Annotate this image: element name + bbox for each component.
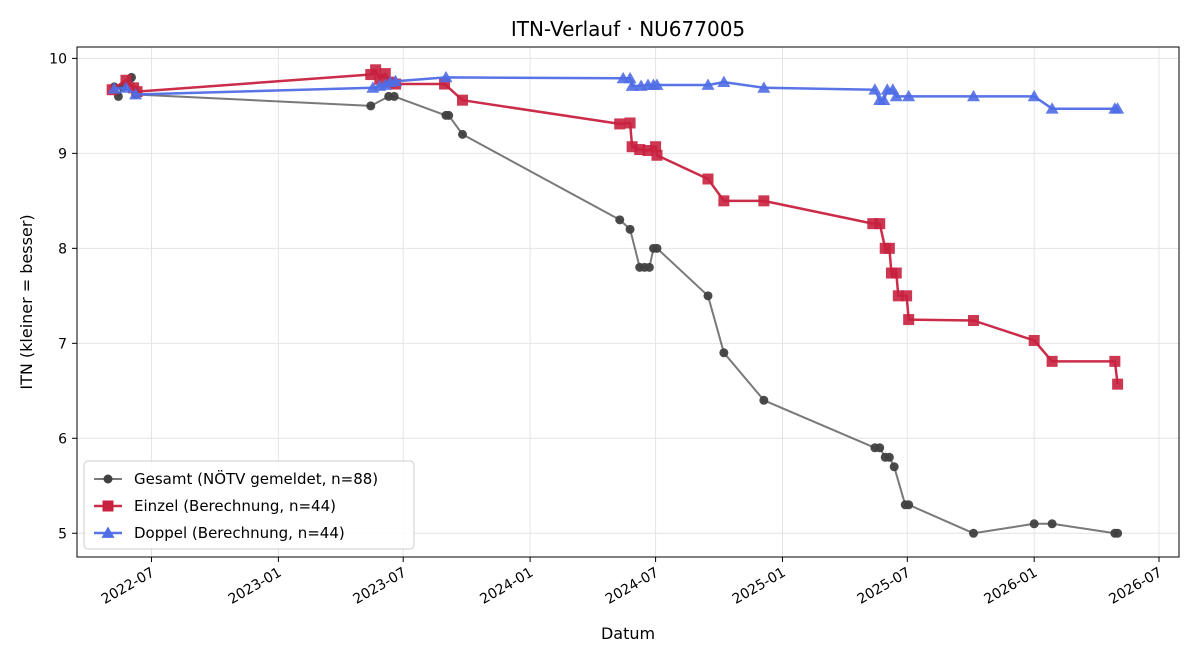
data-point-doppel <box>902 89 916 102</box>
data-point-doppel <box>877 93 891 106</box>
data-point-einzel <box>718 195 730 207</box>
y-tick-label: 8 <box>58 241 67 257</box>
data-point-einzel <box>370 64 382 76</box>
data-point-doppel <box>1111 102 1125 114</box>
data-point-einzel <box>901 290 913 302</box>
data-point-einzel <box>1028 334 1040 346</box>
data-point-gesamt <box>444 110 454 120</box>
plot-frame <box>76 46 1180 558</box>
data-point-einzel <box>883 242 895 254</box>
data-point-gesamt <box>884 452 894 462</box>
data-point-einzel <box>624 117 636 129</box>
data-point-gesamt <box>1029 519 1039 529</box>
data-point-einzel <box>903 314 915 326</box>
data-point-gesamt <box>457 129 467 139</box>
legend: Gesamt (NÖTV gemeldet, n=88) Einzel (Bere… <box>83 460 415 550</box>
data-point-doppel <box>119 81 133 93</box>
data-point-gesamt <box>615 215 625 225</box>
legend-label: Einzel (Berechnung, n=44) <box>134 497 336 515</box>
chart-title: ITN-Verlauf · NU677005 <box>511 17 745 41</box>
data-point-einzel <box>1046 355 1058 367</box>
data-point-einzel <box>439 78 451 90</box>
data-point-einzel <box>1109 355 1121 367</box>
data-point-gesamt <box>904 500 914 510</box>
legend-item-einzel: Einzel (Berechnung, n=44) <box>94 497 336 515</box>
x-axis-label: Datum <box>601 624 655 643</box>
data-point-einzel <box>1112 378 1124 390</box>
data-point-gesamt <box>703 291 713 301</box>
data-point-einzel <box>758 195 770 207</box>
data-point-doppel <box>129 87 143 100</box>
data-point-doppel <box>107 82 121 94</box>
data-point-doppel <box>717 75 731 88</box>
series-doppel <box>107 70 1125 114</box>
legend-label: Gesamt (NÖTV gemeldet, n=88) <box>134 469 378 488</box>
series-einzel <box>106 64 1124 390</box>
data-point-doppel <box>889 89 903 102</box>
data-point-einzel <box>967 315 979 327</box>
data-point-gesamt <box>875 443 885 453</box>
data-point-doppel <box>757 81 771 93</box>
y-axis-label: ITN (kleiner = besser) <box>17 214 36 389</box>
data-point-gesamt <box>968 528 978 538</box>
data-point-einzel <box>651 149 663 161</box>
data-point-gesamt <box>389 91 399 101</box>
data-point-gesamt <box>719 348 729 358</box>
data-point-einzel <box>120 74 132 86</box>
data-point-doppel <box>439 70 453 83</box>
data-point-einzel <box>456 94 468 106</box>
data-point-doppel <box>650 78 664 90</box>
legend-box <box>83 460 415 550</box>
y-tick-label: 10 <box>49 51 67 67</box>
y-tick-label: 7 <box>58 336 67 352</box>
legend-swatch-marker <box>101 526 115 538</box>
data-point-doppel <box>1045 102 1059 114</box>
data-point-einzel <box>874 218 886 230</box>
data-point-einzel <box>626 141 638 153</box>
data-point-doppel <box>623 71 637 84</box>
data-point-doppel <box>1027 89 1041 102</box>
data-point-gesamt <box>652 243 662 253</box>
data-point-gesamt <box>625 224 635 234</box>
data-point-einzel <box>702 173 714 185</box>
y-tick-label: 9 <box>58 146 67 162</box>
legend-swatch-marker <box>103 474 113 484</box>
data-point-gesamt <box>366 101 376 111</box>
data-point-einzel <box>642 145 654 157</box>
data-point-gesamt <box>1047 519 1057 529</box>
data-point-doppel <box>966 89 980 102</box>
data-point-einzel <box>379 68 391 80</box>
data-point-einzel <box>650 141 662 153</box>
series-layer <box>106 64 1125 538</box>
legend-item-doppel: Doppel (Berechnung, n=44) <box>94 524 345 542</box>
y-tick-label: 6 <box>58 431 67 447</box>
data-point-einzel <box>374 73 386 85</box>
data-point-einzel <box>867 218 879 230</box>
data-point-gesamt <box>644 262 654 272</box>
data-point-doppel <box>701 78 715 90</box>
data-point-einzel <box>634 144 646 156</box>
data-point-doppel <box>625 79 639 91</box>
legend-item-gesamt: Gesamt (NÖTV gemeldet, n=88) <box>94 469 378 488</box>
data-point-gesamt <box>889 462 899 472</box>
data-point-einzel <box>890 267 902 279</box>
y-tick-label: 5 <box>58 526 67 542</box>
legend-label: Doppel (Berechnung, n=44) <box>134 524 345 542</box>
data-point-einzel <box>892 290 904 302</box>
data-point-einzel <box>614 118 626 130</box>
data-point-doppel <box>868 83 882 95</box>
legend-swatch-marker <box>102 500 114 512</box>
data-point-doppel <box>389 74 403 87</box>
data-point-gesamt <box>1113 528 1123 538</box>
data-point-gesamt <box>759 395 769 405</box>
